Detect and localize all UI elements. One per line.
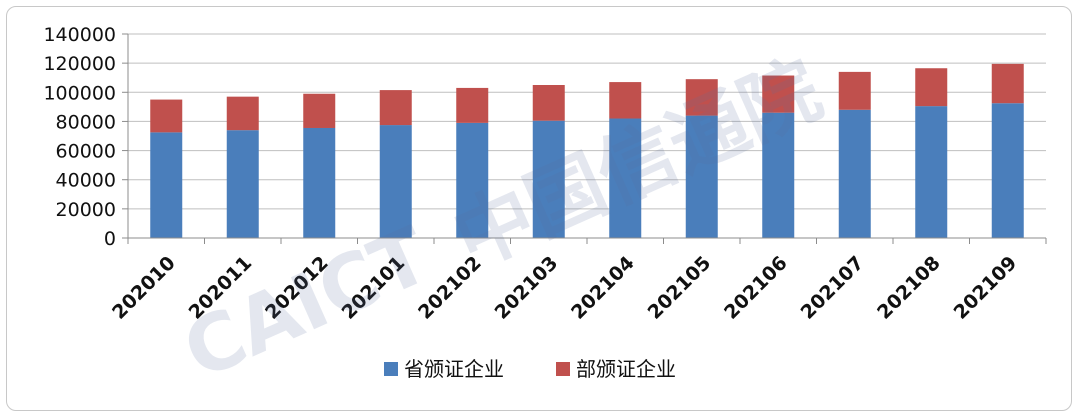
- y-tick-label: 80000: [56, 111, 116, 133]
- bar-ministry-202010: [150, 99, 183, 133]
- y-tick-label: 100000: [43, 82, 116, 104]
- bar-provincial-202109: [991, 103, 1024, 238]
- x-tick-label: 202106: [720, 252, 792, 324]
- legend-label: 部颁证企业: [576, 357, 676, 381]
- watermark: CAICT 中国信通院: [171, 45, 834, 398]
- y-tick-label: 20000: [56, 199, 116, 221]
- x-tick-label: 202104: [567, 252, 639, 324]
- y-tick-label: 60000: [56, 141, 116, 163]
- legend-label: 省颁证企业: [404, 357, 504, 381]
- y-tick-label: 120000: [43, 53, 116, 75]
- x-tick-label: 202108: [873, 252, 945, 324]
- bar-provincial-202102: [456, 122, 489, 238]
- y-tick-label: 140000: [43, 24, 116, 46]
- x-tick-label: 202105: [644, 252, 716, 324]
- x-tick-label: 202109: [950, 252, 1022, 324]
- bar-ministry-202102: [456, 87, 489, 123]
- bar-provincial-202012: [303, 127, 336, 238]
- x-tick-label: 202010: [108, 252, 180, 324]
- bar-ministry-202101: [379, 90, 412, 126]
- bar-provincial-202101: [379, 125, 412, 238]
- bar-provincial-202011: [226, 130, 259, 238]
- bar-provincial-202104: [609, 118, 642, 238]
- watermark-latin: CAICT: [171, 211, 442, 398]
- x-tick-label: 202107: [797, 252, 869, 324]
- legend: 省颁证企业 部颁证企业: [384, 357, 676, 381]
- bar-provincial-202106: [762, 112, 795, 238]
- bar-provincial-202108: [915, 106, 948, 238]
- y-axis: 0 20000 40000 60000 80000 100000 120000 140000: [43, 24, 129, 250]
- bar-provincial-202107: [838, 109, 871, 239]
- bar-ministry-202012: [303, 93, 336, 128]
- bar-provincial-202010: [150, 132, 183, 238]
- bar-ministry-202011: [226, 96, 259, 131]
- bars: [150, 63, 1024, 239]
- bar-ministry-202109: [991, 63, 1024, 104]
- bar-ministry-202107: [838, 71, 871, 110]
- y-tick-label: 40000: [56, 170, 116, 192]
- bar-ministry-202104: [609, 82, 642, 119]
- legend-swatch: [556, 362, 570, 376]
- bar-ministry-202103: [532, 85, 565, 121]
- bar-ministry-202106: [762, 75, 795, 113]
- bar-ministry-202108: [915, 68, 948, 107]
- bar-provincial-202105: [685, 115, 718, 238]
- legend-swatch: [384, 362, 398, 376]
- bar-provincial-202103: [532, 120, 565, 238]
- y-tick-label: 0: [104, 228, 116, 250]
- bar-ministry-202105: [685, 79, 718, 116]
